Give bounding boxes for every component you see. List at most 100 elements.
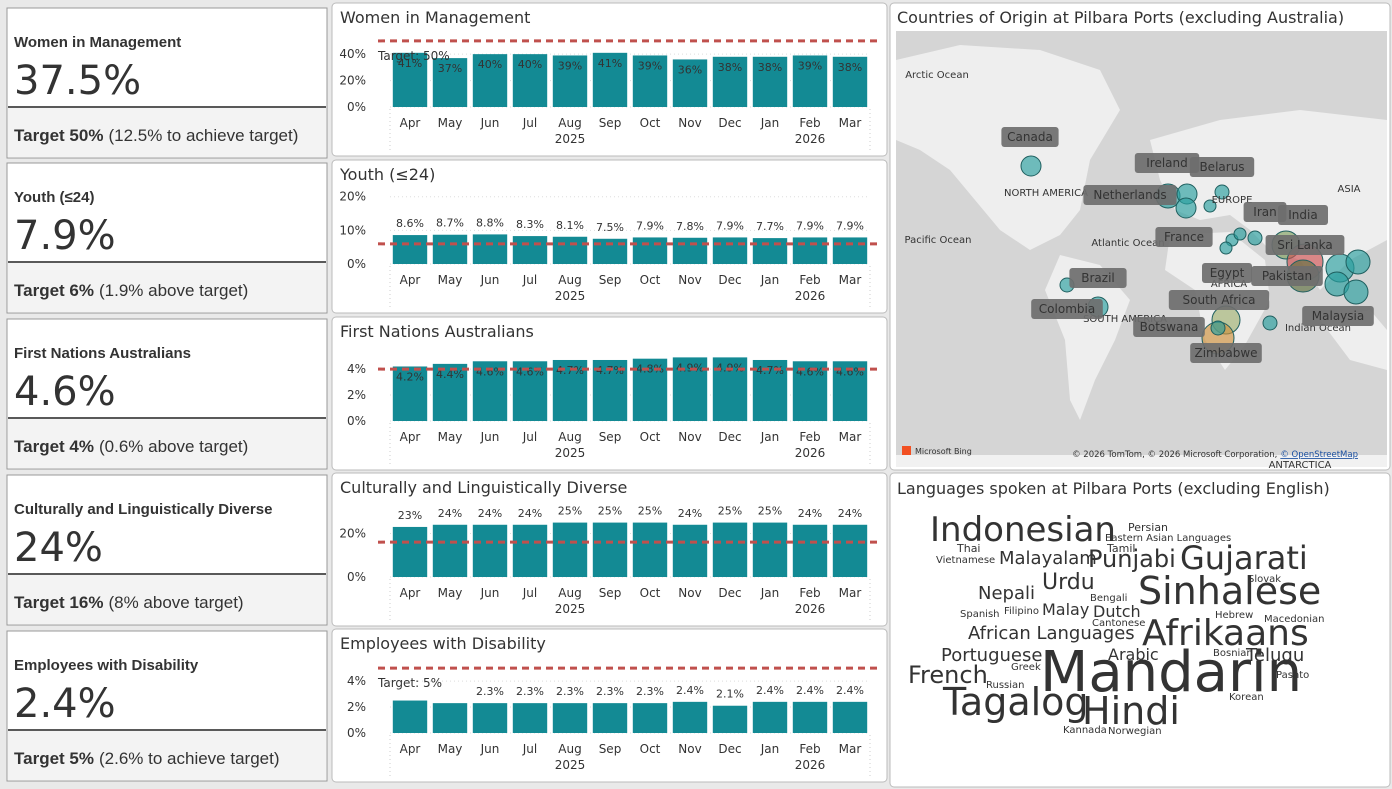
word: Thai [956,542,981,555]
value-label: 4.6% [476,365,504,378]
value-label: 25% [758,505,782,518]
bar [792,237,828,264]
map-country-label: Egypt [1210,266,1245,280]
map-country-label: France [1164,230,1204,244]
bar [792,361,828,421]
map-country-label: Belarus [1199,160,1244,174]
value-label: 2.1% [716,688,744,701]
bar [832,237,868,264]
value-label: 4.6% [516,365,544,378]
x-tick-label: Mar [839,116,862,130]
kpi-target: Target 6% [14,281,94,300]
x-group-label: 2025 [555,289,586,303]
map-region-label: Indian Ocean [1285,323,1351,334]
x-tick-label: Nov [678,742,701,756]
word: Norwegian [1108,726,1162,737]
x-tick-label: Nov [678,430,701,444]
map-country-label: Canada [1007,130,1053,144]
bar [792,701,828,733]
value-label: 4.4% [436,368,464,381]
kpi-title: Youth (≤24) [14,189,94,206]
word: Indonesian [930,510,1116,550]
value-label: 2.4% [676,684,704,697]
bar [512,524,548,577]
y-tick-label: 4% [347,362,366,376]
word: Kannada [1063,725,1107,736]
y-tick-label: 0% [347,726,366,740]
x-tick-label: Nov [678,586,701,600]
word: Urdu [1042,570,1095,595]
word: African Languages [968,623,1135,644]
value-label: 41% [398,57,422,70]
map-attribution-text: © 2026 TomTom, © 2026 Microsoft Corporat… [1072,450,1277,460]
x-tick-label: Sep [599,430,622,444]
bar [632,237,668,264]
x-tick-label: Sep [599,116,622,130]
x-tick-label: Jun [480,273,500,287]
x-tick-label: Oct [640,742,661,756]
kpi-title: First Nations Australians [14,345,191,362]
x-tick-label: Apr [400,116,421,130]
value-label: 7.9% [796,219,824,232]
value-label: 7.5% [596,221,624,234]
map-attribution-link: © OpenStreetMap [1280,450,1358,460]
x-tick-label: Jan [760,586,780,600]
map-country-label: India [1288,208,1317,222]
y-tick-label: 0% [347,257,366,271]
map-region-label: Pacific Ocean [905,235,972,246]
value-label: 24% [478,507,502,520]
kpi-note: (1.9% above target) [99,281,248,300]
bar [432,524,468,577]
value-label: 39% [638,59,662,72]
bar [552,522,588,577]
map-country-label: Pakistan [1262,269,1312,283]
value-label: 40% [478,58,502,71]
map-country-tag [1302,306,1374,326]
map-region-label: AFRICA [1211,279,1247,290]
x-tick-label: Jun [480,430,500,444]
map-country-label: Ireland [1146,156,1188,170]
bar [392,526,428,577]
word: Dutch [1093,602,1141,621]
value-label: 4.2% [396,370,424,383]
bar [632,703,668,733]
map-bubble [1214,184,1230,200]
bar [832,361,868,421]
map-country-tag [1133,317,1205,337]
word: Bosnian [1213,648,1253,659]
x-tick-label: Oct [640,273,661,287]
bar [552,703,588,733]
kpi-note: (2.6% to achieve target) [99,749,279,768]
bar [792,524,828,577]
map-country-tag [1083,185,1177,205]
bar [472,361,508,421]
chart-title: Women in Management [340,8,530,27]
map-country-label: Botswana [1140,320,1199,334]
map-country-label: Colombia [1039,302,1095,316]
bar [392,700,428,733]
bar [392,366,428,421]
kpi-value: 4.6% [14,369,116,415]
word: Nepali [978,583,1035,604]
bar [632,358,668,421]
word: Hebrew [1215,610,1253,621]
x-tick-label: Mar [839,430,862,444]
value-label: 24% [838,507,862,520]
kpi-target-line: Target 6% (1.9% above target) [14,281,248,300]
map-country-tag [1278,205,1328,225]
map-country-label: South Africa [1183,293,1256,307]
kpi-note: (0.6% above target) [99,437,248,456]
x-tick-label: May [438,586,463,600]
x-tick-label: Apr [400,430,421,444]
value-label: 24% [678,507,702,520]
map-bubble [1262,315,1278,331]
value-label: 2.4% [796,684,824,697]
map-country-label: Zimbabwe [1194,346,1257,360]
map-country-tag [1168,290,1270,310]
target-label: Target: 5% [377,676,442,690]
kpi-title: Women in Management [14,34,181,51]
chart-title: Culturally and Linguistically Diverse [340,478,627,497]
x-tick-label: Jul [522,586,537,600]
x-tick-label: Jun [480,742,500,756]
map-bubble [1203,199,1217,213]
